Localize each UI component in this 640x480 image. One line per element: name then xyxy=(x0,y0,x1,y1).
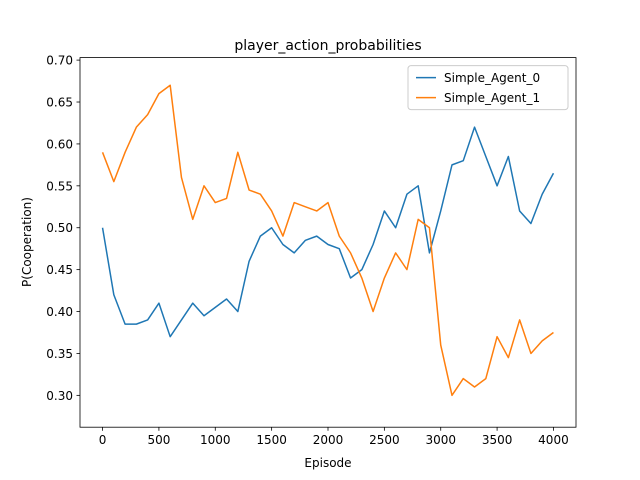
x-tick-label: 1500 xyxy=(256,433,287,447)
y-axis-label: P(Cooperation) xyxy=(20,197,34,287)
legend-label: Simple_Agent_0 xyxy=(444,71,540,85)
y-tick-label: 0.55 xyxy=(46,179,73,193)
x-tick-label: 1000 xyxy=(200,433,231,447)
legend-box xyxy=(407,65,569,111)
x-axis-label: Episode xyxy=(304,456,351,470)
y-tick-label: 0.45 xyxy=(46,263,73,277)
y-tick-label: 0.30 xyxy=(46,389,73,403)
axes-frame xyxy=(79,57,577,428)
x-tick-label: 4000 xyxy=(538,433,569,447)
y-tick-label: 0.60 xyxy=(46,137,73,151)
x-tick-label: 3500 xyxy=(482,433,513,447)
y-tick-label: 0.70 xyxy=(46,54,73,68)
y-tick-label: 0.65 xyxy=(46,96,73,110)
y-tick-label: 0.35 xyxy=(46,347,73,361)
x-tick-label: 2000 xyxy=(313,433,344,447)
chart-title: player_action_probabilities xyxy=(234,38,421,54)
x-tick-label: 3000 xyxy=(425,433,456,447)
x-tick-label: 2500 xyxy=(369,433,400,447)
series-line xyxy=(101,126,555,338)
x-tick-label: 500 xyxy=(147,433,170,447)
series-line xyxy=(101,84,554,397)
x-tick-label: 0 xyxy=(99,433,107,447)
legend-label: Simple_Agent_1 xyxy=(444,91,540,105)
y-tick-label: 0.40 xyxy=(46,305,73,319)
y-tick-label: 0.50 xyxy=(46,221,73,235)
